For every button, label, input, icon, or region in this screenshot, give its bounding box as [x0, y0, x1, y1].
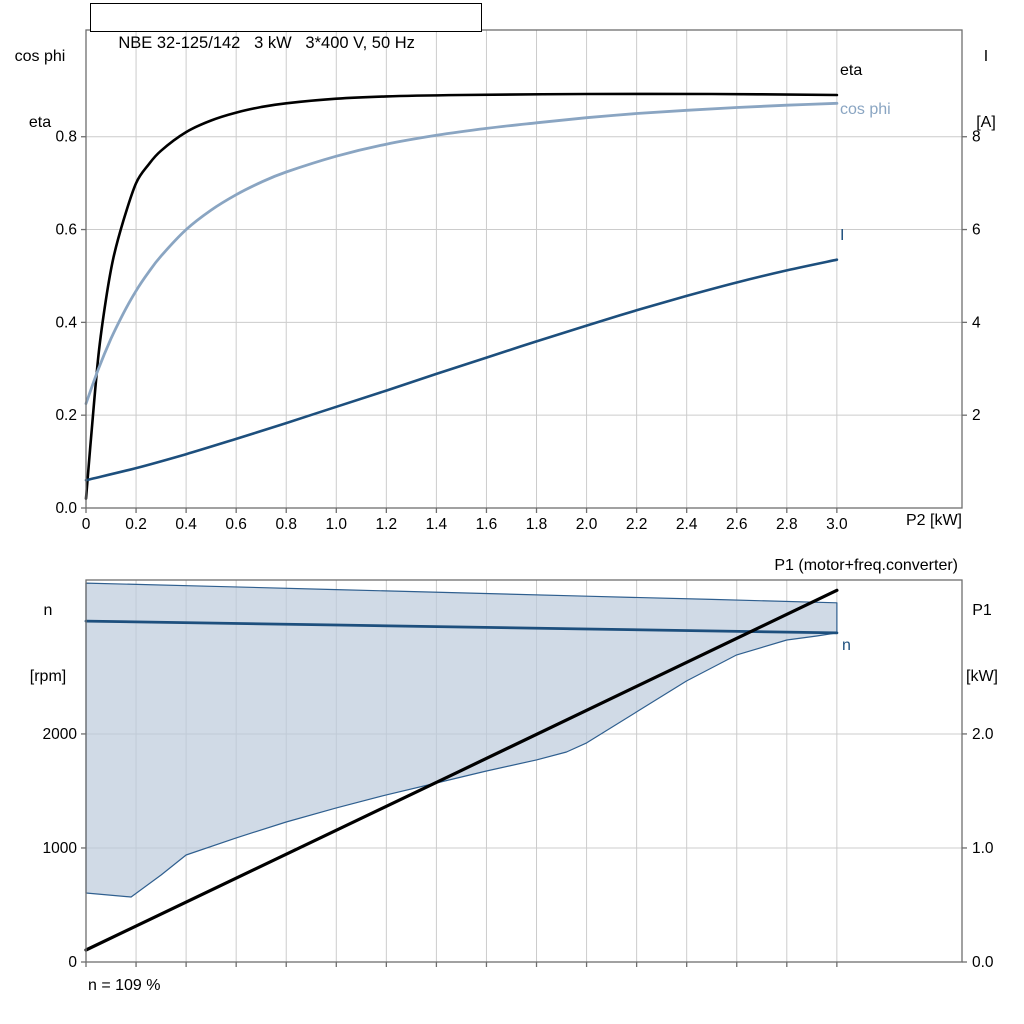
x-axis-label: P2 [kW]	[905, 512, 962, 529]
x-tick-label: 2.2	[626, 516, 648, 533]
y-tick-label-right: 6	[972, 222, 981, 239]
series-cos phi	[84, 101, 839, 405]
x-tick-label: 1.8	[526, 516, 548, 533]
eta-curve-label: eta	[840, 62, 863, 79]
cos-phi-curve-label: cos phi	[840, 101, 891, 118]
chart-title: NBE 32-125/142 3 kW 3*400 V, 50 Hz	[118, 34, 415, 52]
y-tick-label-left: 0.4	[55, 314, 77, 331]
axis-label-speed-unit: [rpm]	[29, 668, 67, 685]
chart-title-box: NBE 32-125/142 3 kW 3*400 V, 50 Hz	[90, 3, 482, 52]
x-tick-label: 1.4	[426, 516, 448, 533]
y-tick-label-right: 2	[972, 407, 981, 424]
x-tick-label: 0.2	[125, 516, 147, 533]
bottom-right-axis-title: P1 [kW]	[944, 556, 1020, 732]
series-P1 (motor+freq.converter)	[84, 588, 839, 952]
current-curve-label: I	[840, 227, 845, 244]
x-tick-label: 2.8	[776, 516, 798, 533]
series-eta	[84, 92, 839, 500]
x-tick-label: 3.0	[826, 516, 848, 533]
top-chart-panel: 0 0.2 0.4 0.6 0.8 1.0 1.2 1.4 1.6 1.8 2.0 2.2 2.4 2.6…	[55, 29, 981, 533]
plot-frame	[85, 29, 963, 509]
y-tick-label-right: 1.0	[972, 840, 994, 857]
x-tick-label: 0.8	[275, 516, 297, 533]
series-operating-range	[85, 582, 838, 898]
y-tick-label-right: 8	[972, 129, 981, 146]
x-tick-label: 0.6	[225, 516, 247, 533]
x-tick-label: 2.4	[676, 516, 698, 533]
x-tick-label: 1.2	[376, 516, 398, 533]
series-n	[84, 619, 839, 635]
x-tick-label: 2.0	[576, 516, 598, 533]
y-tick-label-right: 4	[972, 314, 981, 331]
axis-label-p1: P1	[972, 602, 992, 619]
axis-label-eta: eta	[28, 114, 52, 131]
p1-curve-label: P1 (motor+freq.converter)	[774, 557, 958, 574]
y-tick-label-left: 1000	[43, 840, 78, 857]
axis-label-current-unit: [A]	[976, 114, 996, 131]
y-tick-label-right: 2.0	[972, 726, 994, 743]
y-tick-label-left: 0	[68, 954, 77, 971]
series-I	[84, 258, 839, 482]
x-tick-label: 2.6	[726, 516, 748, 533]
y-tick-label-left: 0.8	[55, 129, 77, 146]
n-curve-label: n	[842, 637, 851, 654]
axis-label-cos-phi: cos phi	[14, 48, 66, 65]
axis-label-current: I	[983, 48, 989, 65]
axis-label-speed: n	[43, 602, 53, 619]
speed-note: n = 109 %	[88, 977, 161, 994]
x-tick-label: 1.0	[326, 516, 348, 533]
x-tick-label: 0	[82, 516, 91, 533]
bottom-left-axis-title: n [rpm]	[10, 556, 86, 732]
plot-frame	[85, 579, 963, 963]
axis-label-p1-unit: [kW]	[966, 668, 998, 685]
bottom-chart-panel: 0 1000 2000 0.0 1.0 2.0	[43, 579, 994, 971]
y-tick-label-left: 0.2	[55, 407, 77, 424]
x-tick-label: 1.6	[476, 516, 498, 533]
top-left-axis-title: cos phi eta	[2, 2, 78, 178]
top-right-axis-title: I [A]	[948, 2, 1024, 178]
y-tick-label-right: 0.0	[972, 954, 994, 971]
y-tick-label-left: 0.6	[55, 222, 77, 239]
y-tick-label-left: 2000	[43, 726, 78, 743]
x-tick-label: 0.4	[175, 516, 197, 533]
y-tick-label-left: 0.0	[55, 500, 77, 517]
